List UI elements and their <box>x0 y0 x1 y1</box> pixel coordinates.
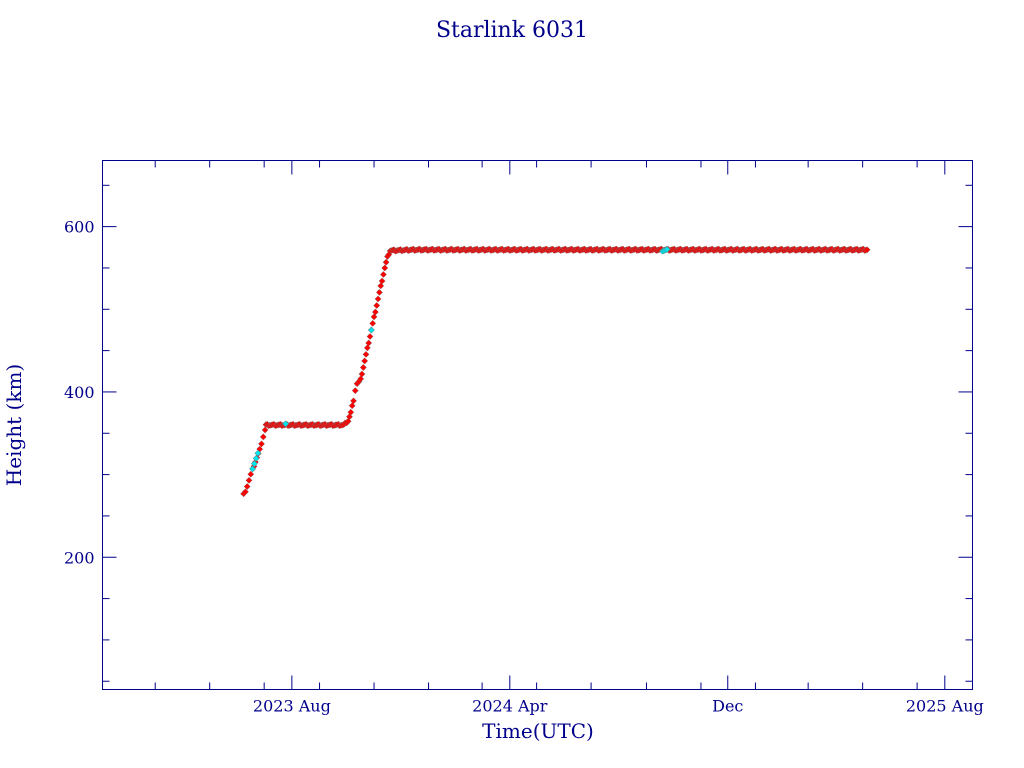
data-point <box>381 264 389 272</box>
data-point <box>250 460 258 468</box>
series-1-points <box>240 245 871 498</box>
data-point <box>366 333 374 340</box>
x-tick-label: 2025 Aug <box>906 697 984 716</box>
data-point <box>358 370 366 378</box>
data-point <box>363 344 371 352</box>
x-axis-label: Time(UTC) <box>482 719 594 743</box>
data-point <box>242 488 249 496</box>
data-point <box>357 375 365 383</box>
data-point <box>376 289 383 296</box>
y-axis-label: Height (km) <box>2 364 26 486</box>
data-point <box>369 320 377 327</box>
axis-tick-labels: 200 400 600 2023 Aug 2024 Apr Dec 2025 Aug <box>64 218 984 716</box>
data-point <box>362 350 370 358</box>
data-point <box>371 308 379 316</box>
data-point <box>380 271 387 278</box>
x-tick-label: Dec <box>712 697 743 716</box>
data-point <box>378 277 386 285</box>
axis-ticks <box>102 160 973 690</box>
y-tick-label: 400 <box>64 383 95 402</box>
data-point <box>361 357 369 365</box>
data-point <box>254 449 262 457</box>
data-point <box>252 455 260 462</box>
data-point <box>261 426 269 434</box>
data-point <box>258 440 265 448</box>
data-point <box>382 258 390 266</box>
data-point <box>370 313 378 321</box>
data-point <box>243 483 251 490</box>
chart-title: Starlink 6031 <box>436 18 588 43</box>
y-tick-label: 600 <box>64 218 95 237</box>
data-point <box>377 282 385 290</box>
data-point <box>367 326 375 334</box>
data-point <box>247 470 255 478</box>
data-point <box>350 397 357 405</box>
plot-frame <box>102 160 973 690</box>
data-points <box>240 245 871 498</box>
x-tick-label: 2024 Apr <box>472 697 548 716</box>
data-point <box>359 364 367 371</box>
data-point <box>259 433 267 441</box>
data-point <box>374 295 382 303</box>
data-point <box>351 387 359 395</box>
data-point <box>245 476 253 484</box>
data-point <box>663 246 671 253</box>
data-point <box>347 408 355 416</box>
data-point <box>249 465 256 473</box>
data-point <box>282 420 290 428</box>
series-2-points <box>249 246 671 473</box>
data-point <box>373 302 381 309</box>
data-point <box>348 402 356 410</box>
data-point <box>365 339 373 347</box>
x-tick-label: 2023 Aug <box>253 697 331 716</box>
data-point <box>863 246 871 254</box>
y-tick-label: 200 <box>64 548 95 567</box>
